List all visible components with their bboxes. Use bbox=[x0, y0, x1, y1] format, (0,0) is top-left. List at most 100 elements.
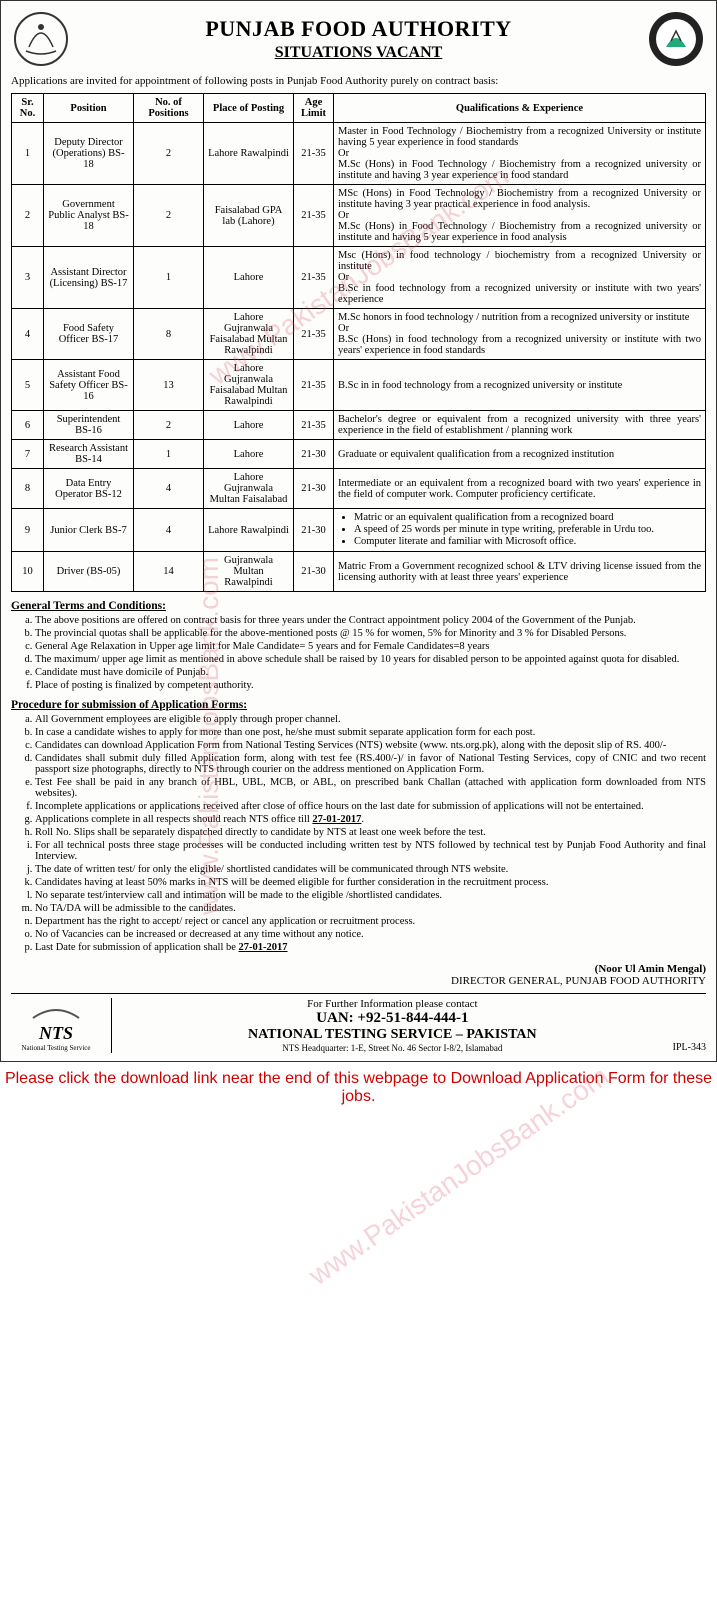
list-item: Computer literate and familiar with Micr… bbox=[354, 536, 701, 547]
table-header-row: Sr. No. Position No. of Positions Place … bbox=[12, 94, 706, 123]
col-place: Place of Posting bbox=[204, 94, 294, 123]
intro-text: Applications are invited for appointment… bbox=[11, 75, 706, 87]
table-cell: Assistant Director (Licensing) BS-17 bbox=[44, 247, 134, 309]
table-cell-qualification: MSc (Hons) in Food Technology / Biochemi… bbox=[334, 185, 706, 247]
list-item: In case a candidate wishes to apply for … bbox=[35, 727, 706, 738]
col-qual: Qualifications & Experience bbox=[334, 94, 706, 123]
signature-block: (Noor Ul Amin Mengal) DIRECTOR GENERAL, … bbox=[11, 963, 706, 987]
signatory-name: (Noor Ul Amin Mengal) bbox=[11, 963, 706, 975]
page-title: PUNJAB FOOD AUTHORITY bbox=[71, 16, 646, 42]
table-cell-qualification: Matric or an equivalent qualification fr… bbox=[334, 509, 706, 552]
list-item: Candidates having at least 50% marks in … bbox=[35, 877, 706, 888]
list-item: Candidate must have domicile of Punjab. bbox=[35, 667, 706, 678]
list-item: Last Date for submission of application … bbox=[35, 942, 706, 953]
table-cell: 8 bbox=[134, 309, 204, 360]
table-cell: Lahore Rawalpindi bbox=[204, 123, 294, 185]
list-item: Matric or an equivalent qualification fr… bbox=[354, 512, 701, 523]
table-row: 10Driver (BS-05)14Gujranwala Multan Rawa… bbox=[12, 552, 706, 592]
contact-org: NATIONAL TESTING SERVICE – PAKISTAN bbox=[122, 1027, 663, 1043]
pfa-logo-icon bbox=[646, 9, 706, 69]
table-cell: 21-30 bbox=[294, 440, 334, 469]
list-item: No separate test/interview call and inti… bbox=[35, 890, 706, 901]
table-cell-qualification: Master in Food Technology / Biochemistry… bbox=[334, 123, 706, 185]
table-cell: 21-30 bbox=[294, 509, 334, 552]
table-cell: 2 bbox=[134, 185, 204, 247]
table-cell: 21-35 bbox=[294, 411, 334, 440]
table-cell: 21-35 bbox=[294, 123, 334, 185]
table-row: 4Food Safety Officer BS-178Lahore Gujran… bbox=[12, 309, 706, 360]
table-cell: Faisalabad GPA lab (Lahore) bbox=[204, 185, 294, 247]
table-cell: 8 bbox=[12, 469, 44, 509]
nts-logo-icon: NTS National Testing Service bbox=[11, 1000, 101, 1052]
table-cell: Lahore Gujranwala Multan Faisalabad bbox=[204, 469, 294, 509]
list-item: General Age Relaxation in Upper age limi… bbox=[35, 641, 706, 652]
table-cell: Junior Clerk BS-7 bbox=[44, 509, 134, 552]
table-cell: Lahore Rawalpindi bbox=[204, 509, 294, 552]
terms-heading: General Terms and Conditions: bbox=[11, 600, 706, 612]
procedure-heading: Procedure for submission of Application … bbox=[11, 699, 706, 711]
table-row: 3Assistant Director (Licensing) BS-171La… bbox=[12, 247, 706, 309]
list-item: Place of posting is finalized by compete… bbox=[35, 680, 706, 691]
document-page: www.PakistanJobsBank.com www.PakistanJob… bbox=[0, 0, 717, 1062]
list-item: Incomplete applications or applications … bbox=[35, 801, 706, 812]
table-cell: Assistant Food Safety Officer BS-16 bbox=[44, 360, 134, 411]
table-cell-qualification: M.Sc honors in food technology / nutriti… bbox=[334, 309, 706, 360]
punjab-govt-logo-icon bbox=[11, 9, 71, 69]
table-cell: Data Entry Operator BS-12 bbox=[44, 469, 134, 509]
table-cell: Lahore bbox=[204, 440, 294, 469]
table-cell: 10 bbox=[12, 552, 44, 592]
signatory-title: DIRECTOR GENERAL, PUNJAB FOOD AUTHORITY bbox=[11, 975, 706, 987]
page-subtitle: SITUATIONS VACANT bbox=[71, 44, 646, 62]
list-item: The maximum/ upper age limit as mentione… bbox=[35, 654, 706, 665]
table-cell: Lahore bbox=[204, 411, 294, 440]
table-cell: 21-35 bbox=[294, 360, 334, 411]
table-cell-qualification: Bachelor's degree or equivalent from a r… bbox=[334, 411, 706, 440]
terms-list: The above positions are offered on contr… bbox=[11, 615, 706, 691]
table-cell: 2 bbox=[134, 411, 204, 440]
table-cell: Government Public Analyst BS-18 bbox=[44, 185, 134, 247]
table-cell-qualification: Graduate or equivalent qualification fro… bbox=[334, 440, 706, 469]
table-row: 5Assistant Food Safety Officer BS-1613La… bbox=[12, 360, 706, 411]
contact-box: NTS National Testing Service For Further… bbox=[11, 993, 706, 1053]
table-cell: 1 bbox=[134, 247, 204, 309]
table-cell: Deputy Director (Operations) BS-18 bbox=[44, 123, 134, 185]
table-cell: 21-35 bbox=[294, 309, 334, 360]
nts-text: NTS bbox=[11, 1023, 101, 1044]
table-cell: 4 bbox=[134, 509, 204, 552]
table-row: 8Data Entry Operator BS-124Lahore Gujran… bbox=[12, 469, 706, 509]
list-item: A speed of 25 words per minute in type w… bbox=[354, 524, 701, 535]
table-cell: 9 bbox=[12, 509, 44, 552]
download-note: Please click the download link near the … bbox=[0, 1062, 717, 1114]
table-cell: 21-30 bbox=[294, 469, 334, 509]
ipl-code: IPL-343 bbox=[673, 1042, 706, 1053]
table-cell: Lahore bbox=[204, 247, 294, 309]
contact-uan: UAN: +92-51-844-444-1 bbox=[122, 1010, 663, 1027]
table-row: 2Government Public Analyst BS-182Faisala… bbox=[12, 185, 706, 247]
table-cell: Lahore Gujranwala Faisalabad Multan Rawa… bbox=[204, 309, 294, 360]
list-item: Candidates shall submit duly filled Appl… bbox=[35, 753, 706, 775]
col-position: Position bbox=[44, 94, 134, 123]
list-item: Roll No. Slips shall be separately dispa… bbox=[35, 827, 706, 838]
list-item: No of Vacancies can be increased or decr… bbox=[35, 929, 706, 940]
contact-line1: For Further Information please contact bbox=[122, 998, 663, 1010]
contact-addr: NTS Headquarter: 1-E, Street No. 46 Sect… bbox=[122, 1043, 663, 1053]
table-cell-qualification: B.Sc in in food technology from a recogn… bbox=[334, 360, 706, 411]
table-cell: 21-35 bbox=[294, 247, 334, 309]
table-cell: 1 bbox=[12, 123, 44, 185]
list-item: Test Fee shall be paid in any branch of … bbox=[35, 777, 706, 799]
procedure-list: All Government employees are eligible to… bbox=[11, 714, 706, 953]
list-item: All Government employees are eligible to… bbox=[35, 714, 706, 725]
list-item: The date of written test/ for only the e… bbox=[35, 864, 706, 875]
list-item: For all technical posts three stage proc… bbox=[35, 840, 706, 862]
table-cell: Research Assistant BS-14 bbox=[44, 440, 134, 469]
table-cell: 21-30 bbox=[294, 552, 334, 592]
table-cell: Driver (BS-05) bbox=[44, 552, 134, 592]
contact-info: For Further Information please contact U… bbox=[111, 998, 663, 1053]
table-cell: Superintendent BS-16 bbox=[44, 411, 134, 440]
col-age: Age Limit bbox=[294, 94, 334, 123]
list-item: The above positions are offered on contr… bbox=[35, 615, 706, 626]
list-item: No TA/DA will be admissible to the candi… bbox=[35, 903, 706, 914]
table-cell: 1 bbox=[134, 440, 204, 469]
table-row: 6Superintendent BS-162Lahore21-35Bachelo… bbox=[12, 411, 706, 440]
list-item: Department has the right to accept/ reje… bbox=[35, 916, 706, 927]
